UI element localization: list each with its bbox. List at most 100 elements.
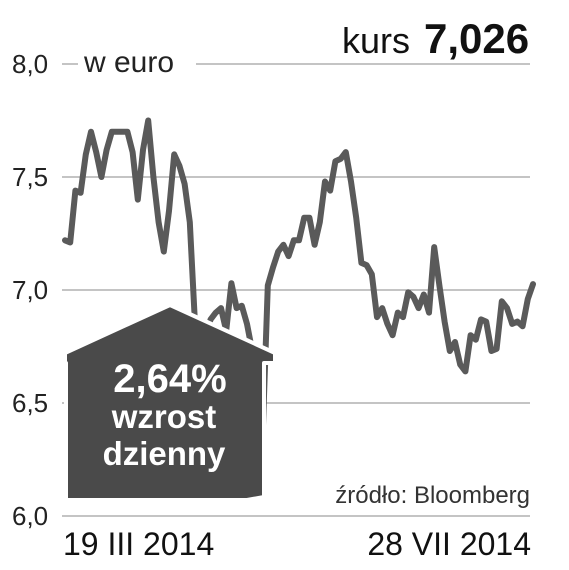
- data-point: [358, 260, 364, 266]
- data-point: [67, 240, 73, 245]
- data-point: [291, 237, 297, 243]
- data-point: [83, 151, 89, 157]
- data-point: [431, 244, 437, 250]
- y-tick-label: 7,0: [12, 275, 48, 305]
- y-tick-label: 6,5: [12, 388, 48, 418]
- data-point: [530, 281, 536, 287]
- data-point: [384, 321, 390, 327]
- unit-label-background: [78, 42, 196, 80]
- data-point: [234, 305, 240, 311]
- badge-line-2: dzienny: [103, 435, 226, 472]
- data-point: [150, 174, 156, 180]
- data-point: [457, 362, 463, 368]
- data-point: [436, 283, 442, 288]
- data-point: [301, 215, 307, 221]
- data-point: [494, 346, 500, 352]
- data-point: [426, 310, 432, 316]
- y-tick-label: 7,5: [12, 162, 48, 192]
- data-point: [452, 339, 458, 345]
- data-point: [280, 242, 286, 248]
- data-point: [520, 323, 526, 329]
- badge-percent: 2,64%: [113, 357, 226, 401]
- data-point: [473, 337, 479, 343]
- data-point: [312, 242, 318, 248]
- data-point: [410, 294, 416, 300]
- kurs-background: [332, 12, 532, 62]
- data-point: [124, 129, 130, 135]
- data-point: [416, 305, 422, 311]
- y-tick-label: 6,0: [12, 501, 48, 531]
- data-point: [442, 319, 448, 325]
- data-point: [478, 316, 484, 322]
- data-point: [421, 292, 427, 297]
- data-point: [228, 280, 234, 286]
- source-label: źródło: Bloomberg: [335, 482, 530, 509]
- data-point: [270, 264, 276, 270]
- data-point: [130, 149, 136, 155]
- x-tick-label-end: 28 VII 2014: [367, 526, 531, 562]
- data-point: [239, 303, 245, 309]
- data-point: [213, 310, 219, 316]
- data-point: [145, 118, 151, 123]
- data-point: [462, 368, 468, 374]
- kurs-value: 7,026: [424, 15, 529, 62]
- data-point: [109, 129, 115, 135]
- data-point: [104, 147, 110, 153]
- data-point: [265, 283, 271, 288]
- data-point: [483, 319, 489, 325]
- data-point: [348, 179, 354, 184]
- data-point: [343, 149, 349, 155]
- daily-change-badge: 2,64% wzrost dzienny: [63, 303, 277, 502]
- data-point: [296, 237, 302, 243]
- data-point: [98, 174, 104, 180]
- data-point: [187, 219, 193, 225]
- data-point: [114, 129, 120, 135]
- data-point: [317, 219, 323, 225]
- unit-label: w euro: [83, 46, 174, 79]
- data-point: [171, 151, 177, 157]
- data-point: [504, 305, 510, 311]
- data-point: [78, 190, 84, 196]
- data-point: [369, 271, 375, 277]
- data-point: [327, 188, 333, 194]
- data-point: [332, 158, 338, 164]
- data-point: [514, 319, 520, 325]
- data-point: [286, 253, 292, 259]
- data-point: [338, 156, 344, 162]
- data-point: [93, 149, 99, 155]
- x-tick-label-start: 19 III 2014: [63, 526, 214, 562]
- data-point: [322, 179, 328, 184]
- data-point: [72, 188, 78, 194]
- data-point: [88, 129, 94, 135]
- data-point: [244, 321, 250, 327]
- data-point: [379, 305, 385, 311]
- data-point: [525, 296, 531, 302]
- y-tick-label: 8,0: [12, 49, 48, 79]
- data-point: [364, 262, 370, 268]
- data-point: [62, 237, 68, 243]
- data-point: [509, 321, 515, 327]
- data-point: [176, 163, 182, 169]
- data-point: [275, 249, 281, 255]
- data-point: [182, 181, 188, 187]
- data-point: [405, 289, 411, 295]
- badge-shape: [63, 303, 277, 502]
- data-point: [218, 305, 224, 311]
- data-point: [374, 314, 380, 320]
- data-point: [166, 208, 172, 214]
- data-point: [468, 332, 474, 338]
- data-point: [161, 249, 167, 255]
- data-point: [140, 147, 146, 153]
- kurs-label: kurs: [342, 20, 410, 61]
- data-point: [135, 197, 141, 203]
- data-point: [390, 332, 396, 338]
- data-point: [353, 215, 359, 221]
- data-point: [395, 310, 401, 316]
- data-point: [400, 314, 406, 320]
- data-point: [119, 129, 125, 135]
- data-point: [156, 219, 162, 225]
- badge-line-1: wzrost: [111, 398, 217, 435]
- y-axis-labels: 8,0 7,5 7,0 6,5 6,0: [12, 49, 48, 531]
- data-point: [488, 348, 494, 354]
